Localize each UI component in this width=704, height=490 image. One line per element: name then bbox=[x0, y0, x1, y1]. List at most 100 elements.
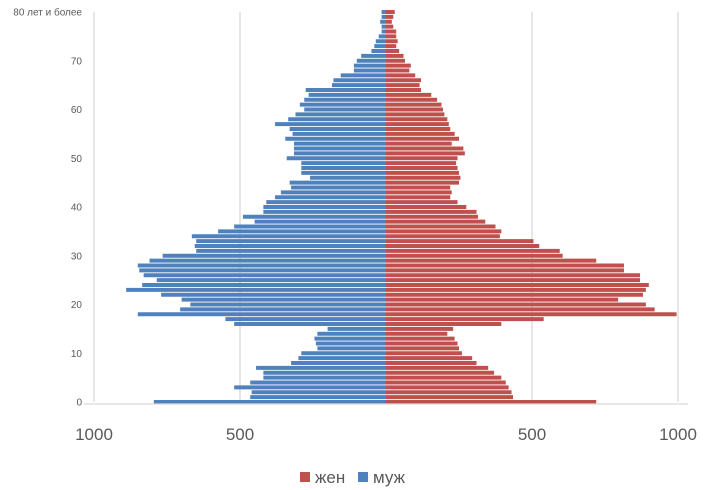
bar-male-age-38 bbox=[242, 214, 386, 219]
bar-female-age-68 bbox=[386, 68, 410, 73]
bar-male-age-45 bbox=[289, 180, 386, 185]
bar-male-age-9 bbox=[298, 356, 386, 361]
bar-male-age-18 bbox=[137, 312, 386, 317]
bar-male-age-23 bbox=[126, 287, 387, 292]
bar-male-age-34 bbox=[191, 234, 386, 239]
bar-male-age-62 bbox=[304, 97, 386, 102]
bar-male-age-7 bbox=[256, 365, 386, 370]
bar-male-age-25 bbox=[156, 278, 386, 283]
bar-male-age-50 bbox=[286, 156, 386, 161]
bar-male-age-27 bbox=[139, 268, 386, 273]
bar-male-age-37 bbox=[254, 219, 386, 224]
bar-male-age-60 bbox=[304, 107, 386, 112]
bar-female-age-37 bbox=[386, 219, 486, 224]
bar-female-age-50 bbox=[386, 156, 458, 161]
bar-male-age-4 bbox=[250, 380, 386, 385]
bar-male-age-67 bbox=[340, 73, 386, 78]
bar-male-age-71 bbox=[361, 53, 386, 58]
bar-female-age-34 bbox=[386, 234, 500, 239]
bar-female-age-75 bbox=[386, 34, 397, 39]
bar-male-age-75 bbox=[378, 34, 386, 39]
y-tick-label-5: 50 bbox=[71, 154, 83, 165]
bar-male-age-2 bbox=[251, 390, 386, 395]
bar-male-age-65 bbox=[331, 83, 386, 88]
bar-female-age-25 bbox=[386, 278, 641, 283]
bar-female-age-12 bbox=[386, 341, 458, 346]
bar-female-age-56 bbox=[386, 127, 451, 131]
bar-female-age-62 bbox=[386, 97, 438, 102]
bar-male-age-56 bbox=[289, 127, 386, 131]
bar-female-age-54 bbox=[386, 136, 459, 141]
bar-female-age-38 bbox=[386, 214, 478, 219]
bar-male-age-43 bbox=[280, 190, 386, 195]
bar-female-age-2 bbox=[386, 390, 512, 395]
bar-male-age-49 bbox=[301, 161, 386, 166]
bar-male-age-73 bbox=[374, 44, 386, 49]
x-tick-label-3: 1000 bbox=[659, 425, 697, 444]
bar-female-age-36 bbox=[386, 224, 496, 229]
bar-female-age-74 bbox=[386, 39, 398, 44]
bar-male-age-52 bbox=[294, 146, 386, 151]
bar-female-age-28 bbox=[386, 263, 624, 268]
bar-female-age-20 bbox=[386, 302, 646, 307]
bar-female-age-6 bbox=[386, 370, 495, 375]
bar-female-age-41 bbox=[386, 200, 458, 205]
bar-female-age-61 bbox=[386, 102, 442, 107]
bar-female-age-3 bbox=[386, 385, 509, 390]
legend-swatch-female bbox=[300, 472, 310, 482]
y-tick-label-7: 70 bbox=[71, 56, 83, 67]
bar-female-age-32 bbox=[386, 244, 540, 248]
bar-female-age-11 bbox=[386, 346, 459, 351]
bar-male-age-46 bbox=[310, 175, 386, 180]
bar-female-age-53 bbox=[386, 141, 452, 146]
bar-female-age-22 bbox=[386, 292, 643, 297]
bar-female-age-35 bbox=[386, 229, 502, 234]
bar-male-age-26 bbox=[143, 273, 386, 278]
bar-female-age-15 bbox=[386, 326, 454, 331]
bar-male-age-17 bbox=[225, 317, 386, 322]
bar-female-age-1 bbox=[386, 395, 514, 400]
bar-female-age-45 bbox=[386, 180, 459, 185]
y-tick-label-1: 10 bbox=[71, 349, 83, 360]
bar-female-age-47 bbox=[386, 170, 459, 175]
bar-female-age-14 bbox=[386, 331, 448, 336]
bar-male-age-31 bbox=[196, 248, 386, 253]
bar-male-age-41 bbox=[266, 200, 386, 205]
bar-male-age-21 bbox=[181, 297, 386, 302]
bar-female-age-40 bbox=[386, 205, 467, 209]
bar-male-age-0 bbox=[153, 400, 386, 404]
bar-female-age-44 bbox=[386, 185, 451, 190]
bar-female-age-39 bbox=[386, 209, 477, 214]
bar-male-age-13 bbox=[314, 336, 386, 341]
bar-female-age-24 bbox=[386, 283, 649, 287]
bar-female-age-23 bbox=[386, 287, 646, 292]
bar-male-age-70 bbox=[356, 58, 386, 63]
bar-female-age-19 bbox=[386, 307, 655, 312]
bar-female-age-9 bbox=[386, 356, 473, 361]
bar-female-age-79 bbox=[386, 14, 394, 19]
bar-female-age-60 bbox=[386, 107, 443, 112]
bar-male-age-39 bbox=[263, 209, 386, 214]
bar-male-age-53 bbox=[294, 141, 386, 146]
bar-female-age-46 bbox=[386, 175, 461, 180]
bar-male-age-69 bbox=[353, 63, 386, 68]
y-tick-labels: 0 10 20 30 40 50 60 70 80 лет и более bbox=[13, 7, 82, 409]
bar-female-age-55 bbox=[386, 131, 455, 136]
bar-female-age-13 bbox=[386, 336, 455, 341]
bar-male-age-58 bbox=[288, 117, 386, 122]
bar-male-age-64 bbox=[305, 88, 386, 92]
bar-male-age-35 bbox=[218, 229, 386, 234]
bar-male-age-10 bbox=[301, 351, 386, 356]
bar-female-age-4 bbox=[386, 380, 506, 385]
bar-female-age-76 bbox=[386, 29, 397, 34]
bar-female-age-80 bbox=[386, 10, 395, 14]
bar-female-age-77 bbox=[386, 24, 394, 29]
bar-female-age-0 bbox=[386, 400, 597, 404]
bar-female-age-70 bbox=[386, 58, 405, 63]
bar-male-age-63 bbox=[308, 92, 386, 97]
bar-male-age-48 bbox=[301, 166, 386, 170]
bar-female-age-10 bbox=[386, 351, 462, 356]
bar-male-age-16 bbox=[234, 322, 386, 326]
bar-male-age-22 bbox=[161, 292, 386, 297]
legend-swatch-male bbox=[358, 472, 368, 482]
